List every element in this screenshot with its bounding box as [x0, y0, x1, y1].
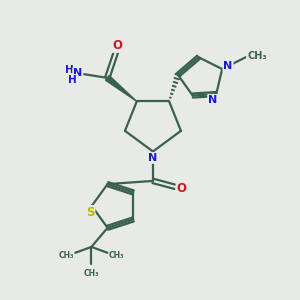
Text: CH₃: CH₃: [59, 251, 74, 260]
Polygon shape: [106, 76, 137, 101]
Text: N: N: [148, 153, 158, 163]
Text: CH₃: CH₃: [84, 269, 99, 278]
Text: H: H: [68, 75, 76, 85]
Text: S: S: [86, 206, 94, 219]
Text: N: N: [208, 95, 217, 105]
Text: CH₃: CH₃: [247, 51, 267, 61]
Text: H: H: [65, 65, 74, 75]
Text: N: N: [73, 68, 83, 78]
Text: O: O: [112, 39, 123, 52]
Text: N: N: [224, 61, 233, 71]
Text: CH₃: CH₃: [109, 251, 124, 260]
Text: O: O: [176, 182, 187, 195]
